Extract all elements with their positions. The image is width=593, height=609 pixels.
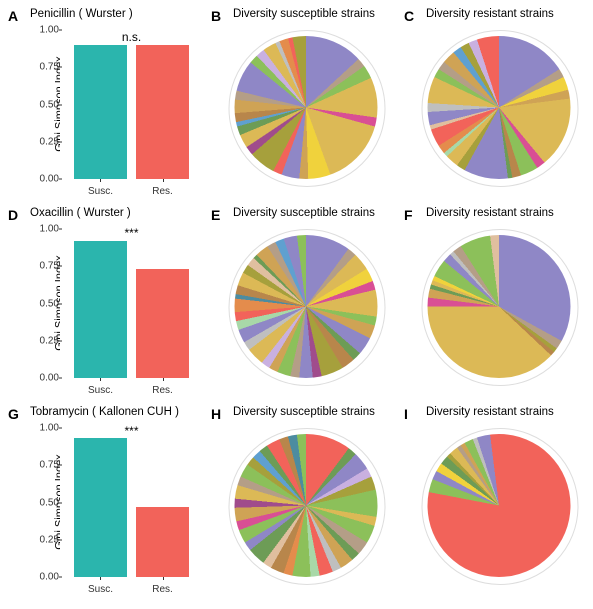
panel-title: Tobramycin ( Kallonen CUH ) xyxy=(30,406,208,418)
panel-letter: C xyxy=(404,8,414,24)
bar-resistant xyxy=(136,45,188,179)
y-tick-label: 0.50 xyxy=(39,298,59,309)
y-tick-label: 1.00 xyxy=(39,224,59,235)
bars-group xyxy=(61,30,202,179)
bar-chart: Gini Simpson Index0.000.250.500.751.00Su… xyxy=(38,424,204,579)
x-tick-label: Res. xyxy=(152,186,173,197)
y-tick-label: 0.75 xyxy=(39,261,59,272)
bar-chart-panel: GTobramycin ( Kallonen CUH )Gini Simpson… xyxy=(8,406,208,601)
bar-chart: Gini Simpson Index0.000.250.500.751.00Su… xyxy=(38,225,204,380)
bar-susceptible xyxy=(74,241,126,378)
pie-chart-panel: H Diversity susceptible strains xyxy=(211,406,401,601)
pie-slices xyxy=(235,36,378,179)
panel-letter: B xyxy=(211,8,221,24)
bar-resistant xyxy=(136,269,188,378)
x-tick-mark xyxy=(100,577,101,580)
panel-letter: A xyxy=(8,8,18,24)
pie-slices xyxy=(428,235,571,378)
pie-chart xyxy=(229,428,384,583)
plot-area: 0.000.250.500.751.00Susc.Res.n.s. xyxy=(60,30,202,179)
bar-susceptible xyxy=(74,438,126,577)
figure-grid: APenicillin ( Wurster )Gini Simpson Inde… xyxy=(8,8,585,601)
panel-letter: I xyxy=(404,406,408,422)
x-tick-mark xyxy=(100,179,101,182)
pie-chart xyxy=(422,428,577,583)
bars-group xyxy=(61,428,202,577)
y-tick-label: 0.25 xyxy=(39,136,59,147)
y-tick-label: 0.25 xyxy=(39,534,59,545)
panel-letter: F xyxy=(404,207,413,223)
y-tick-label: 0.00 xyxy=(39,572,59,583)
panel-title: Diversity resistant strains xyxy=(426,207,593,219)
panel-title: Penicillin ( Wurster ) xyxy=(30,8,208,20)
pie-chart xyxy=(422,30,577,185)
bar-chart: Gini Simpson Index0.000.250.500.751.00Su… xyxy=(38,26,204,181)
y-tick-label: 0.00 xyxy=(39,373,59,384)
bar-susceptible xyxy=(74,45,126,179)
plot-area: 0.000.250.500.751.00Susc.Res.*** xyxy=(60,229,202,378)
pie-slices xyxy=(235,434,378,577)
panel-title: Diversity susceptible strains xyxy=(233,8,401,20)
y-tick-label: 0.50 xyxy=(39,99,59,110)
pie-chart-panel: B Diversity susceptible strains xyxy=(211,8,401,203)
bar-chart-panel: APenicillin ( Wurster )Gini Simpson Inde… xyxy=(8,8,208,203)
x-tick-label: Susc. xyxy=(88,584,113,595)
x-tick-label: Res. xyxy=(152,584,173,595)
x-tick-label: Susc. xyxy=(88,186,113,197)
x-tick-mark xyxy=(100,378,101,381)
bar-resistant xyxy=(136,507,188,577)
pie-chart-panel: F Diversity resistant strains xyxy=(404,207,593,402)
pie-slices xyxy=(428,36,571,179)
pie-chart-panel: E Diversity susceptible strains xyxy=(211,207,401,402)
y-tick-label: 0.50 xyxy=(39,497,59,508)
pie-slices xyxy=(428,434,571,577)
pie-chart-panel: C Diversity resistant strains xyxy=(404,8,593,203)
panel-title: Diversity susceptible strains xyxy=(233,207,401,219)
y-tick-label: 0.75 xyxy=(39,62,59,73)
x-tick-mark xyxy=(163,179,164,182)
panel-title: Diversity resistant strains xyxy=(426,8,593,20)
plot-area: 0.000.250.500.751.00Susc.Res.*** xyxy=(60,428,202,577)
panel-letter: E xyxy=(211,207,220,223)
y-tick-label: 1.00 xyxy=(39,25,59,36)
panel-letter: D xyxy=(8,207,18,223)
pie-chart xyxy=(229,229,384,384)
panel-letter: H xyxy=(211,406,221,422)
panel-letter: G xyxy=(8,406,19,422)
pie-chart xyxy=(229,30,384,185)
panel-title: Diversity resistant strains xyxy=(426,406,593,418)
y-tick-label: 0.75 xyxy=(39,460,59,471)
pie-chart-panel: I Diversity resistant strains xyxy=(404,406,593,601)
significance-label: *** xyxy=(124,424,138,438)
bar-chart-panel: DOxacillin ( Wurster )Gini Simpson Index… xyxy=(8,207,208,402)
x-tick-mark xyxy=(163,378,164,381)
y-tick-label: 1.00 xyxy=(39,423,59,434)
x-tick-mark xyxy=(163,577,164,580)
x-tick-label: Res. xyxy=(152,385,173,396)
y-tick-label: 0.25 xyxy=(39,335,59,346)
panel-title: Oxacillin ( Wurster ) xyxy=(30,207,208,219)
significance-label: *** xyxy=(124,226,138,240)
x-tick-label: Susc. xyxy=(88,385,113,396)
pie-chart xyxy=(422,229,577,384)
y-tick-label: 0.00 xyxy=(39,174,59,185)
pie-slices xyxy=(235,235,378,378)
panel-title: Diversity susceptible strains xyxy=(233,406,401,418)
bars-group xyxy=(61,229,202,378)
significance-label: n.s. xyxy=(122,30,141,44)
